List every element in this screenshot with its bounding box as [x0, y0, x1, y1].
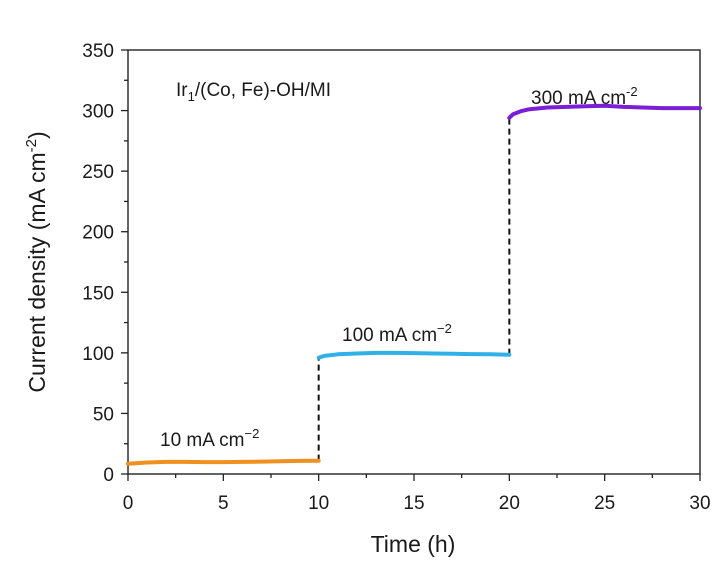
y-tick-label: 150: [82, 283, 114, 304]
series-line-0: [126, 458, 321, 466]
x-tick-label: 20: [499, 493, 520, 514]
series-label-100: 100 mA cm−2: [342, 321, 452, 346]
y-tick-label: 300: [82, 102, 114, 123]
x-tick-label: 25: [594, 493, 615, 514]
y-axis-label: Current density (mA cm-2): [23, 131, 50, 392]
y-tick-label: 250: [82, 162, 114, 183]
y-tick-label: 350: [82, 41, 114, 62]
y-axis: 0 50 100 150 200 250 300 350: [82, 41, 128, 486]
plot-frame: [127, 49, 701, 475]
series-line-2: [507, 103, 702, 120]
x-axis: 0 5 10 15 20 25 30: [123, 474, 711, 514]
x-tick-label: 5: [218, 493, 229, 514]
series-lines: [126, 103, 702, 466]
series-label-10: 10 mA cm−2: [160, 426, 259, 451]
x-axis-label: Time (h): [371, 531, 456, 557]
series-label-300: 300 mA cm-2: [531, 84, 638, 109]
x-tick-label: 30: [689, 493, 710, 514]
x-tick-label: 10: [308, 493, 329, 514]
y-tick-label: 100: [82, 344, 114, 365]
sample-label: Ir1/(Co, Fe)-OH/MI: [176, 80, 331, 104]
series-line-1: [316, 350, 512, 360]
x-tick-label: 0: [123, 493, 134, 514]
y-tick-label: 50: [93, 404, 114, 425]
x-tick-label: 15: [403, 493, 424, 514]
y-tick-label: 200: [82, 223, 114, 244]
y-tick-label: 0: [103, 465, 114, 486]
transition-lines: [317, 117, 511, 461]
